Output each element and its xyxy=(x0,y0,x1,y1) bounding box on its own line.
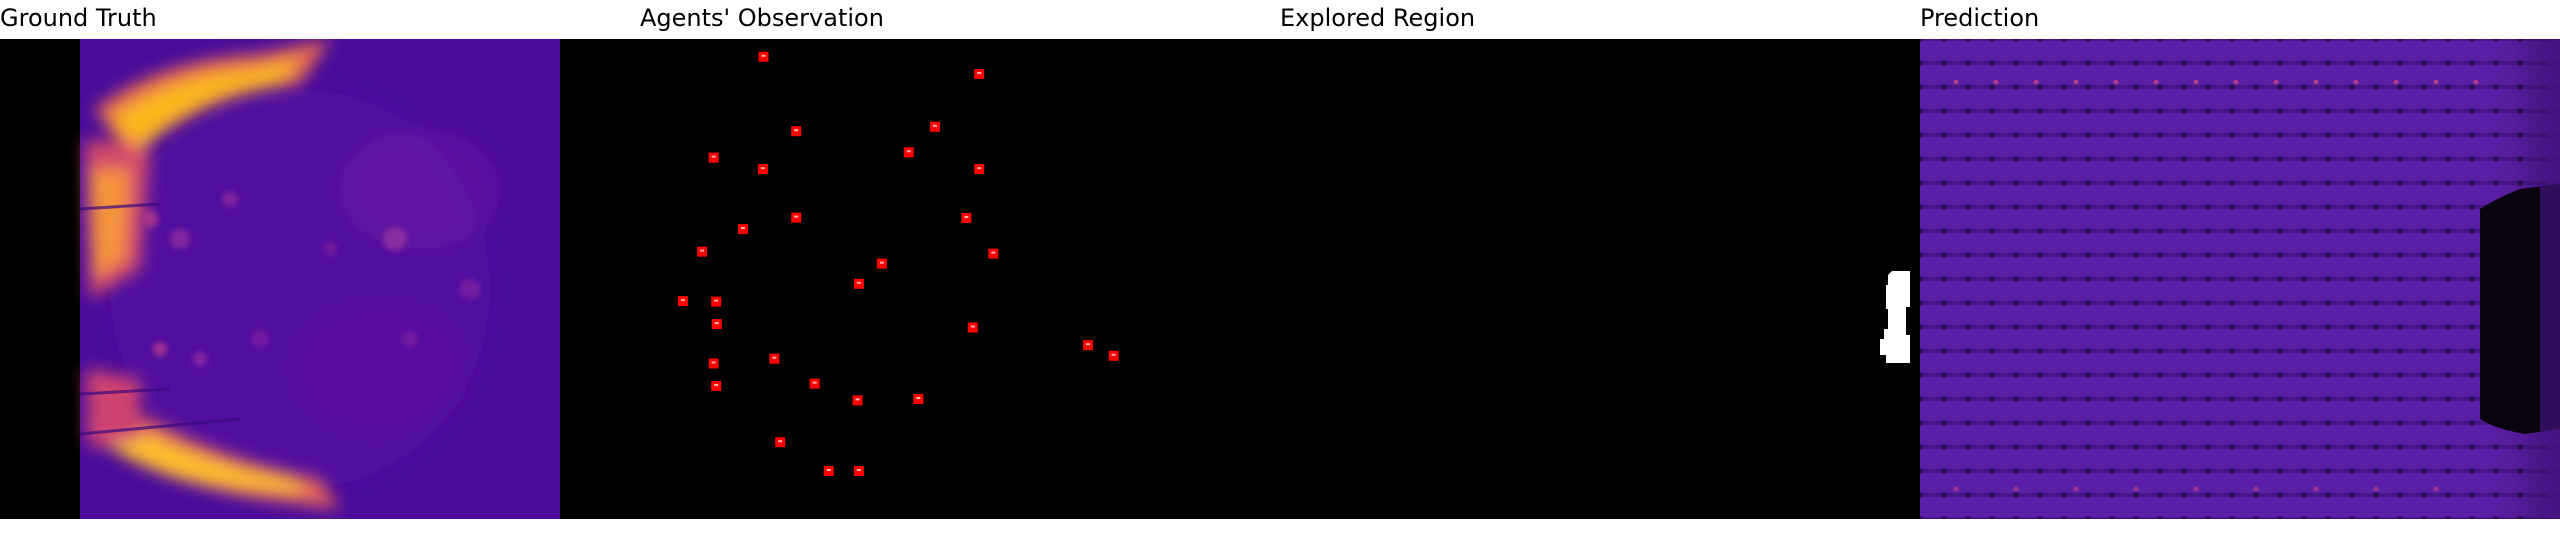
agent-marker-highlight xyxy=(741,227,745,230)
title-agents-observation: Agents' Observation xyxy=(640,4,884,32)
prediction-heatmap xyxy=(1920,39,2560,519)
agent-marker-highlight xyxy=(761,54,766,57)
agent-marker-highlight xyxy=(794,129,799,132)
agent-marker-highlight xyxy=(964,216,969,218)
agent-marker-highlight xyxy=(700,249,705,252)
agent-marker-highlight xyxy=(916,397,921,399)
agent-marker-highlight xyxy=(794,215,799,218)
agent-marker-highlight xyxy=(856,281,861,284)
title-ground-truth: Ground Truth xyxy=(0,4,157,32)
title-prediction: Prediction xyxy=(1920,4,2040,32)
agent-marker-highlight xyxy=(714,384,719,386)
agent-marker-highlight xyxy=(856,469,861,471)
agent-marker-highlight xyxy=(711,155,716,158)
ground-truth-heatmap xyxy=(0,39,640,519)
agent-marker-highlight xyxy=(711,361,716,364)
agent-marker-highlight xyxy=(760,167,765,170)
agent-marker-highlight xyxy=(855,398,860,401)
agent-marker-highlight xyxy=(970,325,975,328)
agent-marker-highlight xyxy=(714,299,719,302)
agent-marker-highlight xyxy=(812,381,817,384)
agent-marker-highlight xyxy=(879,261,884,264)
agent-marker xyxy=(708,152,719,163)
agent-marker-highlight xyxy=(991,251,996,254)
explored-region-map xyxy=(1280,39,1920,519)
agent-marker-highlight xyxy=(772,356,777,359)
explored-blob xyxy=(1880,271,1910,363)
agents-observation-map xyxy=(640,39,1280,519)
agent-marker-highlight xyxy=(933,124,937,127)
title-explored-region: Explored Region xyxy=(1280,4,1476,32)
agent-marker-highlight xyxy=(977,72,982,74)
agent-marker-highlight xyxy=(977,167,982,170)
agent-marker-highlight xyxy=(1086,343,1090,346)
agent-marker-highlight xyxy=(826,469,831,471)
agent-marker-highlight xyxy=(680,299,685,302)
agent-marker-highlight xyxy=(714,322,719,325)
agent-marker-highlight xyxy=(778,440,783,443)
agent-marker-highlight xyxy=(906,150,911,153)
agent-marker-highlight xyxy=(1111,353,1116,356)
